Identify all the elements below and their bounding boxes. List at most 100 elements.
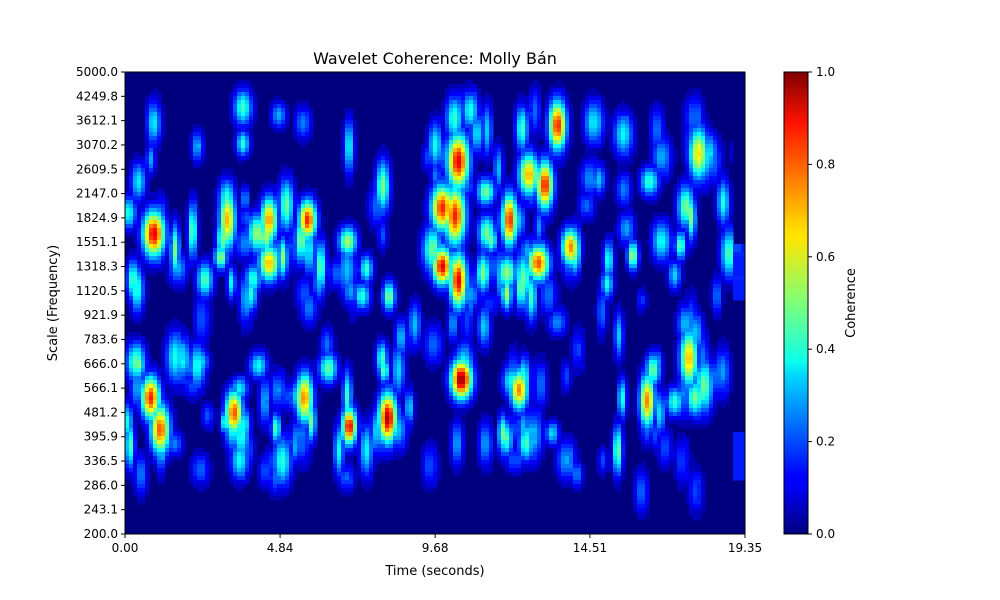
heatmap-cell: [145, 152, 150, 157]
heatmap-cell: [725, 268, 734, 273]
heatmap-cell: [469, 324, 474, 329]
heatmap-cell: [505, 304, 510, 309]
heatmap-cell: [437, 216, 442, 221]
heatmap-cell: [389, 168, 394, 173]
heatmap-cell: [485, 120, 490, 125]
heatmap-cell: [521, 224, 526, 229]
heatmap-cell: [229, 284, 234, 289]
heatmap-cell: [125, 192, 134, 197]
heatmap-cell: [457, 156, 462, 161]
heatmap-cell: [529, 88, 534, 93]
heatmap-cell: [301, 212, 306, 217]
heatmap-cell: [141, 224, 146, 229]
heatmap-cell: [573, 328, 586, 333]
heatmap-cell: [265, 292, 274, 297]
heatmap-cell: [125, 176, 130, 181]
heatmap-cell: [629, 136, 634, 141]
heatmap-cell: [537, 308, 542, 313]
heatmap-cell: [441, 212, 446, 217]
heatmap-cell: [525, 160, 534, 165]
heatmap-cell: [717, 152, 722, 157]
heatmap-cell: [665, 240, 670, 245]
heatmap-cell: [277, 276, 282, 281]
heatmap-cell: [245, 264, 250, 269]
heatmap-cell: [669, 216, 674, 221]
heatmap-cell: [481, 228, 486, 233]
heatmap-cell: [473, 136, 482, 141]
heatmap-cell: [629, 240, 638, 245]
heatmap-cell: [501, 144, 506, 149]
heatmap-cell: [729, 160, 734, 165]
heatmap-cell: [541, 300, 546, 305]
heatmap-cell: [529, 316, 534, 321]
heatmap-cell: [349, 236, 354, 241]
heatmap-cell: [445, 112, 450, 117]
heatmap-cell: [657, 144, 666, 149]
heatmap-cell: [721, 264, 726, 269]
heatmap-cell: [129, 308, 134, 313]
heatmap-cell: [129, 172, 134, 177]
heatmap-cell: [153, 160, 158, 165]
heatmap-cell: [341, 268, 346, 273]
heatmap-cell: [509, 200, 514, 205]
heatmap-cell: [249, 136, 254, 141]
heatmap-cell: [613, 268, 618, 273]
heatmap-cell: [345, 288, 350, 293]
heatmap-cell: [481, 328, 486, 333]
heatmap-cell: [141, 296, 146, 301]
heatmap-cell: [665, 164, 670, 169]
heatmap-cell: [549, 248, 554, 253]
heatmap-cell: [445, 96, 450, 101]
heatmap-cell: [189, 212, 194, 217]
heatmap-cell: [473, 320, 478, 325]
heatmap-cell: [517, 216, 522, 221]
heatmap-cell: [225, 288, 230, 293]
heatmap-cell: [125, 340, 130, 345]
heatmap-cell: [409, 312, 414, 317]
heatmap-cell: [501, 204, 506, 209]
heatmap-cell: [521, 120, 526, 125]
heatmap-cell: [125, 184, 130, 189]
heatmap-cell: [381, 192, 386, 197]
heatmap-cell: [297, 296, 302, 301]
heatmap-cell: [225, 240, 230, 245]
heatmap-cell: [149, 96, 158, 101]
heatmap-cell: [237, 96, 242, 101]
heatmap-cell: [325, 292, 330, 297]
heatmap-cell: [481, 168, 490, 173]
heatmap-cell: [525, 296, 530, 301]
heatmap-cell: [729, 220, 734, 225]
heatmap-cell: [321, 284, 326, 289]
heatmap-cell: [701, 108, 706, 113]
heatmap-cell: [421, 312, 426, 317]
heatmap-cell: [233, 116, 238, 121]
heatmap-cell: [617, 104, 630, 109]
heatmap-cell: [549, 260, 554, 265]
heatmap-cell: [421, 148, 426, 153]
heatmap-cell: [341, 160, 346, 165]
heatmap-cell: [621, 240, 630, 245]
heatmap-cell: [293, 180, 298, 185]
heatmap-cell: [253, 316, 258, 321]
heatmap-cell: [485, 272, 490, 277]
heatmap-cell: [545, 124, 550, 129]
heatmap-cell: [209, 312, 214, 317]
heatmap-cell: [581, 248, 586, 253]
heatmap-cell: [237, 88, 250, 93]
heatmap-cell: [689, 184, 702, 189]
heatmap-cell: [393, 332, 398, 337]
heatmap-cell: [377, 296, 382, 301]
heatmap-cell: [681, 176, 690, 181]
heatmap-cell: [277, 268, 282, 273]
heatmap-cell: [481, 236, 486, 241]
heatmap-cell: [241, 328, 254, 333]
heatmap-cell: [229, 280, 234, 285]
heatmap-cell: [669, 280, 674, 285]
heatmap-cell: [677, 288, 682, 293]
heatmap-cell: [173, 316, 178, 321]
heatmap-cell: [497, 236, 502, 241]
heatmap-cell: [249, 128, 254, 133]
heatmap-cell: [457, 224, 462, 229]
heatmap-cell: [565, 144, 570, 149]
heatmap-cell: [549, 256, 554, 261]
